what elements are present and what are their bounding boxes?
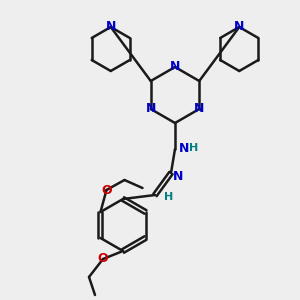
Text: O: O xyxy=(98,253,108,266)
Text: N: N xyxy=(173,169,183,182)
Text: N: N xyxy=(194,103,204,116)
Text: O: O xyxy=(101,184,112,196)
Text: N: N xyxy=(146,103,156,116)
Text: N: N xyxy=(170,61,180,74)
Text: H: H xyxy=(189,143,199,153)
Text: N: N xyxy=(234,20,244,34)
Text: H: H xyxy=(164,192,174,202)
Text: N: N xyxy=(179,142,189,154)
Text: N: N xyxy=(106,20,116,34)
